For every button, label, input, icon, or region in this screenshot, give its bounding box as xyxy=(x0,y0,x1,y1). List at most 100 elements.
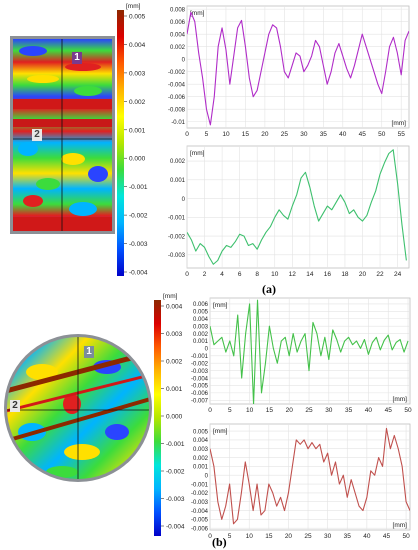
chart-a1-xtick-label: 25 xyxy=(281,131,289,138)
chart-b1-xtick-label: 15 xyxy=(266,407,274,414)
colorbar-b-tick-label: 0.000 xyxy=(166,414,183,421)
chart-b1-xtick-label: 20 xyxy=(286,407,294,414)
chart-a2-ytick-label: 0.002 xyxy=(170,159,186,165)
colorbar-b-tick-label: -0.002 xyxy=(166,469,185,476)
chart-a2-xtick-label: 4 xyxy=(220,271,224,278)
chart-a2-xtick-label: 16 xyxy=(324,271,332,278)
map-marker-1-a: 1 xyxy=(72,52,82,64)
chart-a1-xtick-label: 20 xyxy=(261,131,269,138)
chart-a2-xtick-label: 24 xyxy=(394,271,402,278)
chart-b2-xtick-label: 0 xyxy=(208,533,212,540)
chart-b1-xtick-label: 0 xyxy=(208,407,212,414)
chart-b2-ytick-label: 0.003 xyxy=(193,447,209,453)
chart-b1-ytick-label: -0.006 xyxy=(191,391,209,397)
chart-b1-ytick-label: -0.003 xyxy=(191,369,209,375)
chart-b2-ylabel: [mm] xyxy=(213,428,228,435)
chart-a2-ytick-label: -0.003 xyxy=(168,253,186,259)
chart-b1-ytick-label: -0.001 xyxy=(191,354,209,360)
chart-a2-xtick-label: 10 xyxy=(271,271,279,278)
chart-b2: 0 5 10 15 20 25 30 35 40 45 50 0.005 0.004 0.003 0.002… xyxy=(191,423,411,540)
chart-b1-xtick-label: 45 xyxy=(385,407,393,414)
chart-a2-xtick-label: 14 xyxy=(306,271,314,278)
map-marker-2-a: 2 xyxy=(32,129,42,141)
colorbar-b-bar xyxy=(154,300,161,536)
chart-b1-plot-area xyxy=(209,297,411,405)
colorbar-a-tick-label: 0.002 xyxy=(129,99,146,106)
surface-map-b: 1 2 xyxy=(2,332,154,484)
colorbar-b-tick-label: -0.004 xyxy=(166,524,185,531)
chart-b2-ytick-label: -0.002 xyxy=(191,491,209,497)
chart-a1-xtick-label: 55 xyxy=(398,131,406,138)
chart-b2-xtick-label: 35 xyxy=(344,533,352,540)
chart-b2-xtick-label: 50 xyxy=(402,533,410,540)
chart-a2-xtick-label: 2 xyxy=(203,271,207,278)
chart-a1-xtick-label: 50 xyxy=(378,131,386,138)
chart-b1-xtick-label: 10 xyxy=(246,407,254,414)
chart-b1-ytick-label: 0.004 xyxy=(193,317,209,323)
chart-a1-ytick-label: 0.006 xyxy=(170,20,186,26)
chart-b2-ytick-label: 0.001 xyxy=(193,465,209,471)
chart-a1-xtick-label: 30 xyxy=(300,131,308,138)
chart-b2-ytick-label: -0.004 xyxy=(191,509,209,515)
chart-a2-series-line xyxy=(187,149,407,265)
chart-b1-ylabel: [mm] xyxy=(213,302,228,309)
colorbar-a-tick-label: -0.002 xyxy=(129,213,148,220)
colorbar-b-tick-label: 0.004 xyxy=(166,304,183,311)
colorbar-a-tick-label: 0.003 xyxy=(129,70,146,77)
chart-b1-ytick-label: -0.007 xyxy=(191,398,209,404)
colorbar-a-tick-label: 0.000 xyxy=(129,156,146,163)
chart-b2-xtick-label: 5 xyxy=(228,533,232,540)
colorbar-b-tick-label: 0.001 xyxy=(166,386,183,393)
chart-b2-ytick-label: -0.003 xyxy=(191,500,209,506)
chart-a1-xtick-label: 15 xyxy=(242,131,250,138)
colorbar-a: [mm] 0.005 0.004 0.003 0.002 0.001 0.000 -0.001… xyxy=(117,3,148,277)
chart-a2-plot-area xyxy=(186,145,410,269)
chart-b1-xtick-label: 25 xyxy=(305,407,313,414)
chart-b2-series-line xyxy=(210,427,410,525)
chart-a1-ytick-label: -0.008 xyxy=(168,107,186,113)
chart-a1-ytick-label: 0.004 xyxy=(170,32,186,38)
chart-a2-xtick-label: 6 xyxy=(238,271,242,278)
chart-b1: 0 5 10 15 20 25 30 35 40 45 50 0.006 0.0050.0040.003… xyxy=(191,297,412,414)
chart-a2-xtick-label: 8 xyxy=(255,271,259,278)
chart-a1-xlabel: [mm] xyxy=(392,120,407,127)
panel-label-a: (a) xyxy=(262,282,276,296)
chart-b2-ytick-label: -0.001 xyxy=(191,482,209,488)
chart-a1-xtick-label: 0 xyxy=(185,131,189,138)
colorbar-b-tick-label: 0.003 xyxy=(166,331,183,338)
chart-b2-ytick-label: -0.005 xyxy=(191,518,209,524)
chart-a1-xtick-label: 5 xyxy=(205,131,209,138)
chart-b2-xtick-label: 25 xyxy=(304,533,312,540)
chart-a1: 0 5 10 15 20 25 30 35 40 45 50 55 0.008 0.006 0.004 0.0… xyxy=(168,5,410,138)
chart-a2-xtick-label: 12 xyxy=(289,271,297,278)
colorbar-a-tick-label: 0.001 xyxy=(129,127,146,134)
colorbar-a-tick-label: -0.001 xyxy=(129,184,148,191)
chart-a1-xtick-label: 35 xyxy=(320,131,328,138)
chart-b2-ytick-label: 0 xyxy=(205,473,209,479)
chart-b1-xtick-label: 5 xyxy=(228,407,232,414)
chart-a1-series-line xyxy=(187,11,409,126)
chart-a1-ytick-label: 0.008 xyxy=(170,7,186,13)
chart-b1-ytick-label: 0.005 xyxy=(193,310,209,316)
chart-a2-xtick-label: 0 xyxy=(185,271,189,278)
chart-a2: 0 2 4 6 8 10 12 14 16 18 20 22 240.0020.0010-0.001-0… xyxy=(168,145,410,278)
chart-b1-xtick-label: 50 xyxy=(404,407,412,414)
chart-a2-xtick-label: 20 xyxy=(359,271,367,278)
chart-b1-xlabel: [mm] xyxy=(393,396,408,403)
chart-b2-xlabel: [mm] xyxy=(393,522,408,529)
chart-a2-ytick-label: 0.001 xyxy=(170,178,186,184)
chart-b1-ytick-label: -0.005 xyxy=(191,384,209,390)
chart-b2-xtick-label: 10 xyxy=(246,533,254,540)
colorbar-a-tick-label: 0.004 xyxy=(129,42,146,49)
chart-b1-ytick-label: 0.001 xyxy=(193,339,209,345)
chart-b2-xtick-label: 40 xyxy=(363,533,371,540)
chart-b1-ytick-label: -0.002 xyxy=(191,361,209,367)
map-marker-1-b: 1 xyxy=(84,346,94,358)
surface-map-a-image xyxy=(13,39,112,231)
chart-a1-plot-area xyxy=(186,5,410,129)
chart-a2-ytick-label: 0 xyxy=(182,197,186,203)
colorbar-b-unit: [mm] xyxy=(163,293,178,300)
colorbar-a-tick-label: 0.005 xyxy=(129,14,146,21)
chart-a1-ytick-label: -0.002 xyxy=(168,70,186,76)
colorbar-a-unit: [mm] xyxy=(126,3,141,10)
